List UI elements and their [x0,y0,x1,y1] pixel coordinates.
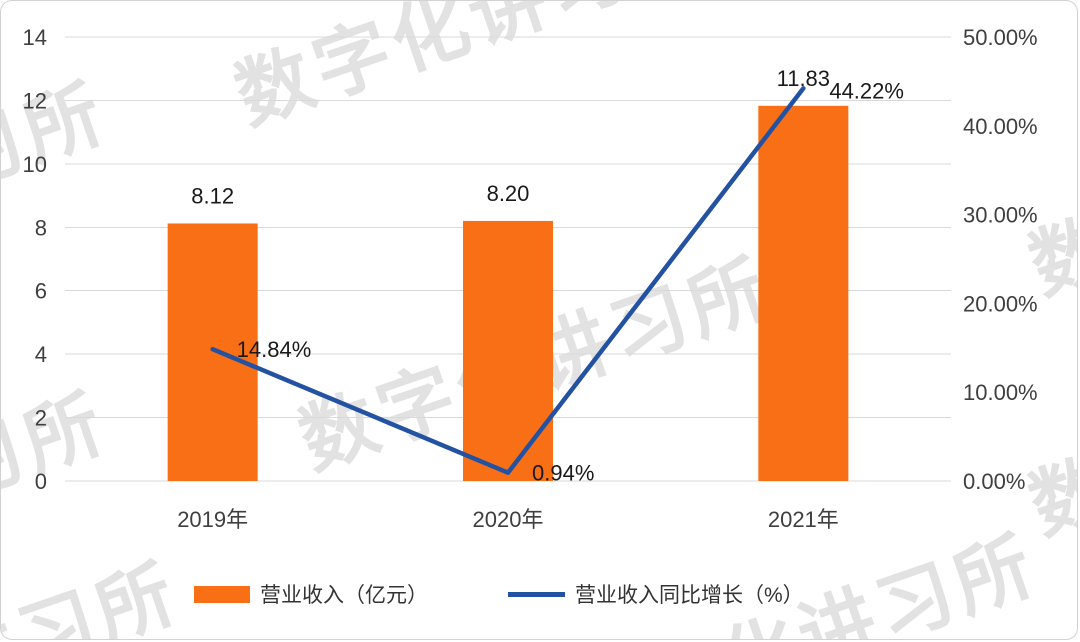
bar-value-label: 8.20 [487,181,530,206]
line-value-label: 14.84% [237,337,312,362]
bar-2020年 [463,220,553,481]
x-axis-label: 2019年 [177,507,248,532]
right-axis-tick-label: 20.00% [963,291,1038,316]
line-value-label: 44.22% [829,78,904,103]
x-axis-label: 2021年 [768,507,839,532]
legend-item-revenue: 营业收入（亿元） [194,579,428,609]
right-axis-tick-label: 30.00% [963,203,1038,228]
growth-line [210,86,806,475]
bar-2019年 [167,223,258,482]
line-value-label: 0.94% [532,461,594,486]
bar-2021年 [758,105,849,481]
left-axis-tick-label: 8 [35,215,47,240]
left-axis-tick-label: 2 [35,406,47,431]
legend-line-swatch [508,591,565,597]
left-axis-tick-label: 14 [23,25,47,50]
left-axis-tick-label: 12 [23,88,47,113]
right-axis-tick-label: 0.00% [963,469,1025,494]
right-axis-tick-label: 40.00% [963,114,1038,139]
left-axis-tick-label: 0 [35,469,47,494]
bar-value-label: 8.12 [191,183,234,208]
legend-label-revenue: 营业收入（亿元） [260,584,428,607]
right-axis-tick-label: 10.00% [963,380,1038,405]
legend-item-growth: 营业收入同比增长（%） [508,579,804,609]
left-axis-tick-label: 4 [35,342,47,367]
legend-bar-swatch [194,585,250,603]
left-axis-tick-label: 10 [23,152,47,177]
x-axis-label: 2020年 [473,507,544,532]
chart-legend: 营业收入（亿元） 营业收入同比增长（%） [1,579,1077,609]
right-axis-tick-label: 50.00% [963,25,1038,50]
left-axis-tick-label: 6 [35,279,47,304]
legend-label-growth: 营业收入同比增长（%） [575,584,804,607]
